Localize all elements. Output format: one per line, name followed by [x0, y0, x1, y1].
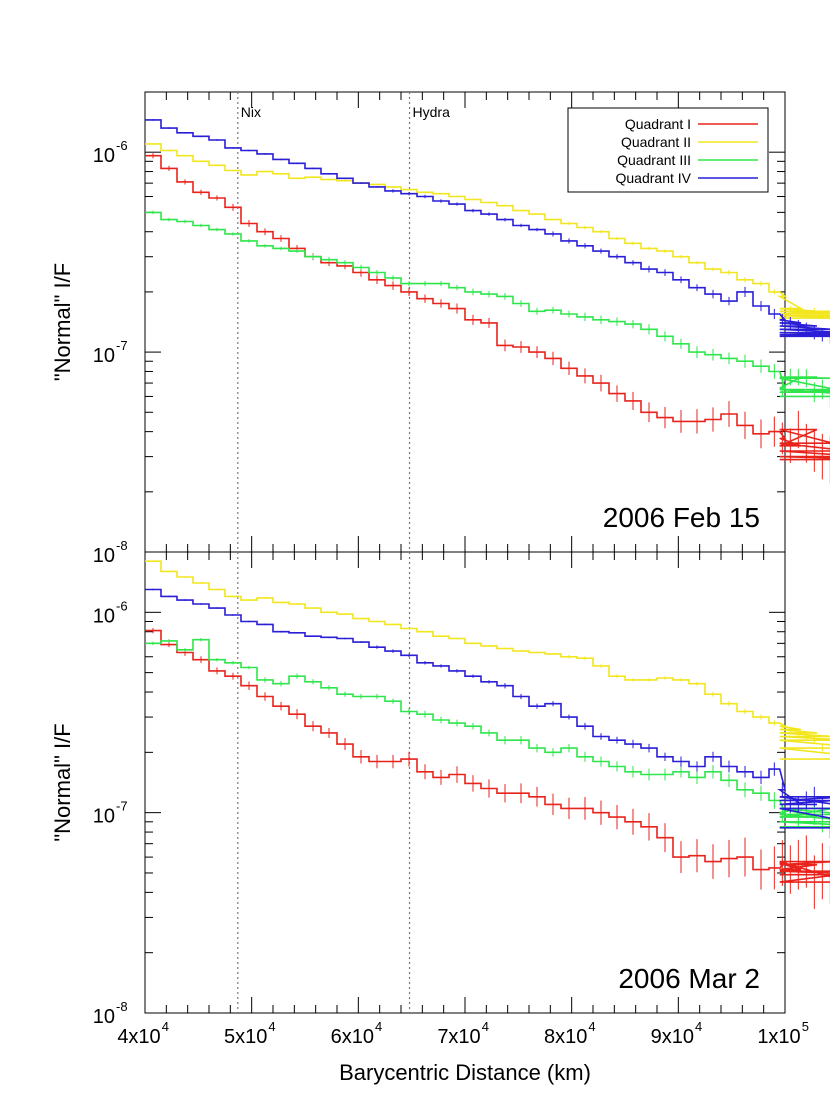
- x-tick-exponent: 4: [268, 1019, 275, 1034]
- x-tick-exponent: 4: [695, 1019, 702, 1034]
- x-tick-exponent: 4: [375, 1019, 382, 1034]
- y-tick-base: 10: [93, 345, 115, 367]
- x-tick-label: 1x10: [757, 1026, 800, 1048]
- top-series-quadrant-i: [145, 153, 830, 484]
- bottom-series-quadrant-i: [145, 628, 830, 909]
- bottom-series-line: [145, 638, 830, 828]
- bottom-y-tick-exponent: -7: [116, 799, 128, 814]
- top-series-line: [145, 119, 830, 338]
- top-y-tick-exponent: -6: [116, 138, 128, 153]
- top-y-tick-label: 10: [93, 145, 115, 167]
- top-date-label: 2006 Feb 15: [603, 502, 760, 533]
- bottom-series-line: [145, 560, 830, 760]
- top-series-line: [145, 143, 830, 319]
- bottom-series-quadrant-iii: [145, 637, 830, 839]
- bottom-series-line: [145, 588, 830, 829]
- bottom-y-tick-label: 10: [93, 806, 115, 828]
- top-y-tick-label: 10: [93, 345, 115, 367]
- y-tick-base: 10: [93, 545, 115, 567]
- bottom-series-quadrant-iv: [145, 588, 830, 839]
- x-tick-label: 5x10: [224, 1026, 267, 1048]
- top-y-tick-label: 10: [93, 545, 115, 567]
- x-tick-exponent: 5: [802, 1019, 809, 1034]
- legend-label: Quadrant II: [621, 134, 691, 150]
- top-series-quadrant-iii: [145, 210, 830, 408]
- x-tick-exponent: 4: [482, 1019, 489, 1034]
- x-tick-labels: 4x10 4 5x10 4 6x10 4 7x10 4 8x10 4 9x10 4 1x10 5: [117, 1019, 809, 1048]
- x-tick-label: 4x10: [117, 1026, 160, 1048]
- top-y-tick-exponent: -8: [116, 538, 128, 553]
- x-tick-label: 6x10: [331, 1026, 374, 1048]
- x-tick-exponent: 4: [162, 1019, 169, 1034]
- y-tick-base: 10: [93, 145, 115, 167]
- nix-label: Nix: [241, 104, 261, 120]
- x-tick-base: 5x10: [224, 1026, 267, 1048]
- y-tick-base: 10: [93, 1006, 115, 1028]
- top-y-axis-title: "Normal" I/F: [50, 263, 75, 381]
- top-y-tick-exponent: -7: [116, 338, 128, 353]
- top-series-line: [145, 211, 830, 398]
- x-tick-base: 4x10: [117, 1026, 160, 1048]
- x-tick-label: 9x10: [651, 1026, 694, 1048]
- bottom-y-tick-exponent: -8: [116, 999, 128, 1014]
- y-tick-base: 10: [93, 605, 115, 627]
- bottom-series-quadrant-ii: [145, 560, 830, 763]
- bottom-date-label: 2006 Mar 2: [618, 963, 760, 994]
- x-tick-exponent: 4: [588, 1019, 595, 1034]
- bottom-y-tick-exponent: -6: [116, 598, 128, 613]
- bottom-y-tick-label: 10: [93, 1006, 115, 1028]
- legend-label: Quadrant III: [617, 152, 691, 168]
- x-tick-label: 8x10: [544, 1026, 587, 1048]
- hydra-label: Hydra: [413, 104, 451, 120]
- y-tick-base: 10: [93, 806, 115, 828]
- bottom-series-line: [145, 629, 830, 883]
- x-tick-label: 7x10: [437, 1026, 480, 1048]
- legend-label: Quadrant IV: [616, 170, 692, 186]
- x-axis-title: Barycentric Distance (km): [339, 1060, 591, 1085]
- x-tick-base: 9x10: [651, 1026, 694, 1048]
- top-series-line: [145, 154, 830, 461]
- x-tick-base: 7x10: [437, 1026, 480, 1048]
- bottom-y-tick-label: 10: [93, 605, 115, 627]
- x-tick-base: 6x10: [331, 1026, 374, 1048]
- legend-label: Quadrant I: [625, 116, 691, 132]
- x-tick-base: 1x10: [757, 1026, 800, 1048]
- x-tick-base: 8x10: [544, 1026, 587, 1048]
- top-series-quadrant-ii: [145, 143, 830, 322]
- bottom-y-axis-title: "Normal" I/F: [50, 723, 75, 841]
- top-series-quadrant-iv: [145, 119, 830, 344]
